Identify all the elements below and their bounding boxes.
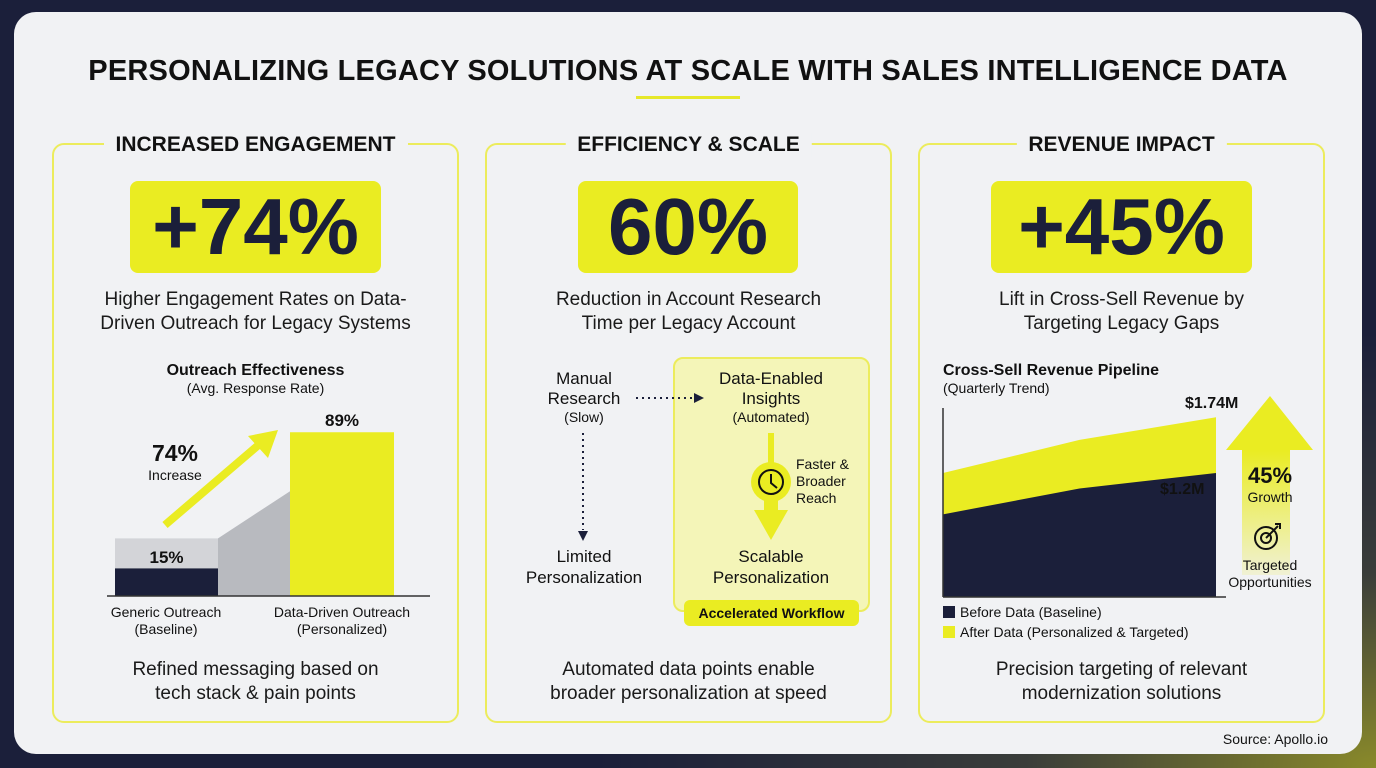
desc-line: Lift in Cross-Sell Revenue by	[999, 289, 1244, 310]
down-arrow-head	[754, 510, 788, 540]
label-line: Broader	[796, 473, 846, 489]
growth-value: 45%	[1247, 463, 1293, 488]
increase-arrow-shaft	[162, 438, 265, 529]
footer-line: modernization solutions	[1021, 683, 1222, 704]
chart-title: Outreach Effectiveness (Avg. Response Rat…	[52, 362, 459, 397]
panel-title: INCREASED ENGAGEMENT	[103, 133, 408, 157]
node-text: (Slow)	[564, 409, 604, 425]
node-text: Limited	[556, 547, 612, 566]
footer-line: Automated data points enable	[562, 659, 815, 680]
end-label-after: $1.74M	[1185, 395, 1239, 412]
bar-data-driven-outreach	[290, 432, 394, 596]
end-label-before: $1.2M	[1160, 481, 1205, 498]
data-insights-node: Data-Enabled Insights (Automated)	[693, 369, 849, 426]
accelerated-workflow-badge: Accelerated Workflow	[684, 600, 859, 626]
panel-efficiency: EFFICIENCY & SCALE	[485, 133, 892, 723]
stat-engagement: +74%	[130, 181, 381, 273]
panel-description: Lift in Cross-Sell Revenue by Targeting L…	[918, 288, 1325, 336]
growth-label: Growth	[1247, 489, 1293, 505]
chart-subtitle: (Quarterly Trend)	[943, 380, 1050, 396]
faster-reach-label: Faster & Broader Reach	[796, 456, 849, 507]
increase-arrow-head	[248, 430, 278, 458]
footer-line: tech stack & pain points	[155, 683, 356, 704]
node-text: (Automated)	[732, 409, 810, 425]
targeted-opportunities-label: Targeted Opportunities	[1215, 557, 1325, 591]
desc-line: Driven Outreach for Legacy Systems	[100, 313, 411, 334]
legend-item: After Data (Personalized & Targeted)	[943, 624, 1189, 641]
label-line: Reach	[796, 490, 837, 506]
panel-footer: Automated data points enable broader pers…	[485, 658, 892, 706]
legend-swatch	[943, 626, 955, 638]
footer-line: Precision targeting of relevant	[995, 659, 1248, 680]
bar-highlight	[115, 538, 218, 569]
panel-engagement: INCREASED ENGAGEMENT	[52, 133, 459, 723]
node-text: Scalable	[738, 547, 804, 566]
panel-footer: Precision targeting of relevant moderniza…	[918, 658, 1325, 706]
panel-description: Reduction in Account Research Time per Le…	[485, 288, 892, 336]
chart-subtitle: (Avg. Response Rate)	[186, 380, 325, 396]
manual-research-node: Manual Research (Slow)	[525, 369, 643, 426]
desc-line: Higher Engagement Rates on Data-	[104, 289, 407, 310]
growth-annotation: 45% Growth	[1230, 463, 1310, 506]
arrowhead	[694, 393, 704, 403]
bar-label: 89%	[324, 411, 360, 430]
category-sub: (Baseline)	[134, 621, 198, 637]
label-line: Targeted	[1242, 557, 1298, 573]
label-line: Faster &	[796, 456, 849, 472]
node-text: Data-Enabled	[719, 369, 823, 388]
increase-annotation: 74% Increase	[130, 440, 220, 484]
legend-label: Before Data (Baseline)	[960, 604, 1102, 620]
stat-revenue: +45%	[991, 181, 1252, 273]
area-before	[943, 473, 1216, 597]
label-line: Opportunities	[1228, 574, 1312, 590]
legend: Before Data (Baseline) After Data (Perso…	[943, 604, 1189, 641]
legend-label: After Data (Personalized & Targeted)	[960, 624, 1189, 640]
increase-value: 74%	[151, 440, 199, 466]
scalable-personalization-node: Scalable Personalization	[693, 546, 849, 588]
page-title: PERSONALIZING LEGACY SOLUTIONS AT SCALE …	[88, 55, 1288, 87]
chart-title-text: Outreach Effectiveness	[166, 362, 345, 379]
panel-revenue: REVENUE IMPACT	[918, 133, 1325, 723]
category-label: Generic Outreach (Baseline)	[96, 604, 236, 638]
footer-line: Refined messaging based on	[132, 659, 379, 680]
target-icon	[1254, 523, 1281, 550]
node-text: Personalization	[525, 568, 643, 587]
stat-efficiency: 60%	[578, 181, 798, 273]
node-text: Manual	[556, 369, 612, 388]
panel-footer: Refined messaging based on tech stack & p…	[52, 658, 459, 706]
clock-icon	[758, 469, 784, 495]
panel-title: REVENUE IMPACT	[1016, 133, 1227, 157]
footer-line: broader personalization at speed	[550, 683, 827, 704]
panel-title: EFFICIENCY & SCALE	[565, 133, 812, 157]
node-text: Research	[547, 389, 621, 408]
increase-label: Increase	[148, 467, 202, 483]
legend-swatch	[943, 606, 955, 618]
node-text: Insights	[741, 389, 801, 408]
bar-label: 15%	[149, 548, 184, 567]
category-sub: (Personalized)	[296, 621, 388, 637]
panel-description: Higher Engagement Rates on Data- Driven O…	[52, 288, 459, 336]
legend-item: Before Data (Baseline)	[943, 604, 1189, 621]
node-text: Personalization	[712, 568, 830, 587]
bar-generic-outreach	[115, 568, 218, 596]
limited-personalization-node: Limited Personalization	[510, 546, 658, 588]
arrowhead	[578, 531, 588, 541]
category-name: Generic Outreach	[110, 604, 222, 620]
desc-line: Reduction in Account Research	[555, 289, 822, 310]
growth-arrow	[1226, 396, 1313, 575]
desc-line: Time per Legacy Account	[581, 313, 796, 334]
connector-shape	[218, 491, 290, 596]
title-underline	[636, 96, 740, 99]
category-label: Data-Driven Outreach (Personalized)	[262, 604, 422, 638]
chart-title: Cross-Sell Revenue Pipeline (Quarterly Tr…	[943, 362, 1159, 397]
category-name: Data-Driven Outreach	[273, 604, 411, 620]
desc-line: Targeting Legacy Gaps	[1023, 313, 1220, 334]
source-credit: Source: Apollo.io	[1222, 731, 1328, 747]
chart-title-text: Cross-Sell Revenue Pipeline	[943, 362, 1160, 379]
